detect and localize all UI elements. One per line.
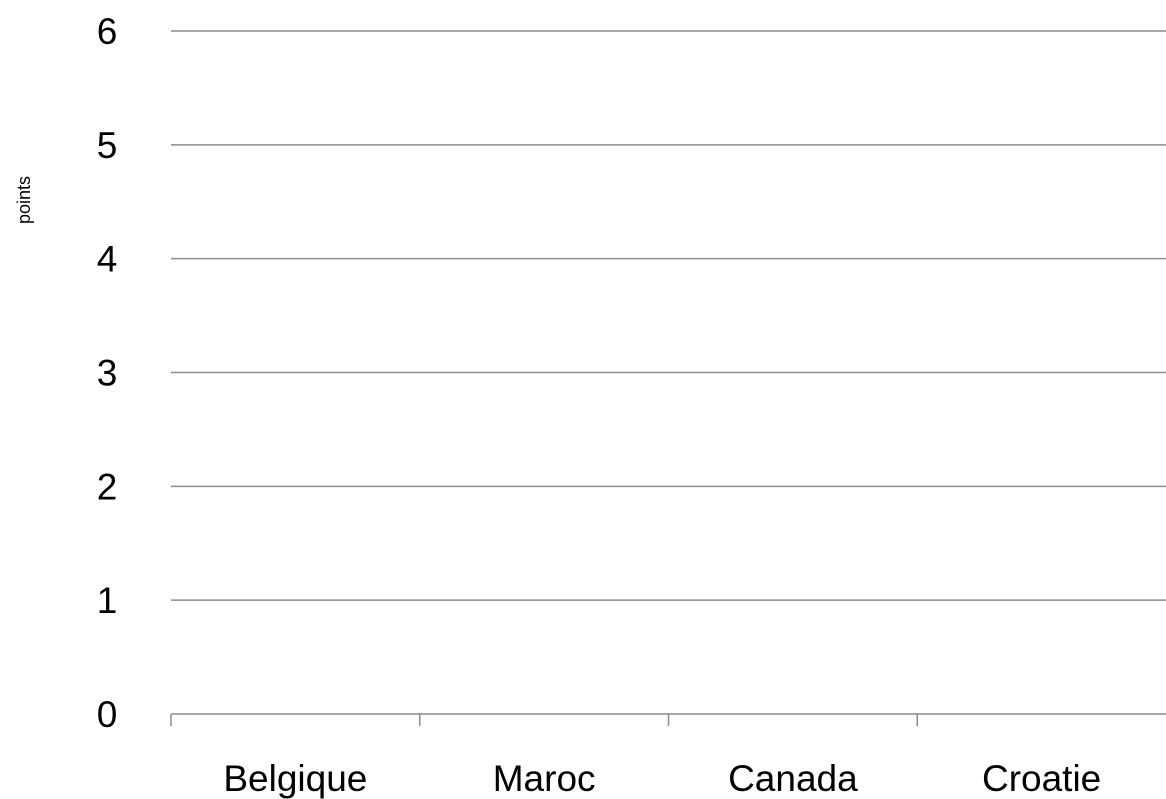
y-axis-title: points: [14, 176, 34, 224]
y-tick-label: 5: [97, 125, 118, 166]
y-tick-label: 2: [97, 466, 118, 507]
y-axis-tick-labels: 0 1 2 3 4 5 6: [97, 11, 118, 735]
x-axis-tick-labels: Belgique Maroc Canada Croatie: [223, 758, 1101, 799]
y-tick-label: 3: [97, 353, 118, 394]
gridlines: [171, 30, 1166, 601]
x-tick-label: Maroc: [493, 758, 596, 799]
x-tick-label: Canada: [728, 758, 858, 799]
x-tick-label: Belgique: [223, 758, 367, 799]
y-tick-label: 0: [97, 694, 118, 735]
y-tick-label: 4: [97, 239, 118, 280]
y-tick-label: 6: [97, 11, 118, 52]
x-tick-label: Croatie: [982, 758, 1101, 799]
y-tick-label: 1: [97, 580, 118, 621]
x-axis: [170, 713, 1166, 726]
